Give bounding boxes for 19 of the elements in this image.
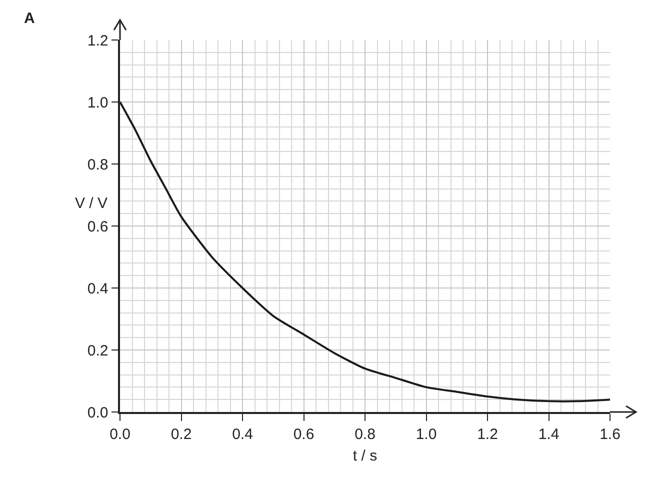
x-tick-label: 0.6	[293, 426, 314, 443]
x-axis-title: t / s	[352, 447, 378, 464]
x-tick-label: 0.2	[170, 426, 192, 443]
text: A	[24, 10, 35, 27]
y-tick-label: 0.0	[87, 404, 108, 422]
y-tick-label: 1.0	[87, 94, 108, 112]
x-tick-label: 0.4	[232, 426, 253, 443]
x-tick-label: 0.0	[110, 426, 130, 443]
y-tick-label: 0.4	[87, 280, 108, 298]
x-tick-label: 1.2	[477, 426, 498, 443]
y-axis-title: V / V	[75, 195, 108, 212]
x-tick-label: 1.4	[538, 426, 560, 443]
x-tick-label: 0.8	[354, 426, 376, 443]
y-tick-label: 1.2	[87, 32, 108, 50]
y-tick-label: 0.6	[87, 218, 108, 236]
x-tick-label: 1.6	[600, 426, 620, 443]
y-tick-label: 0.8	[87, 156, 108, 174]
x-tick-label: 1.0	[416, 426, 437, 443]
y-tick-label: 0.2	[87, 342, 108, 360]
